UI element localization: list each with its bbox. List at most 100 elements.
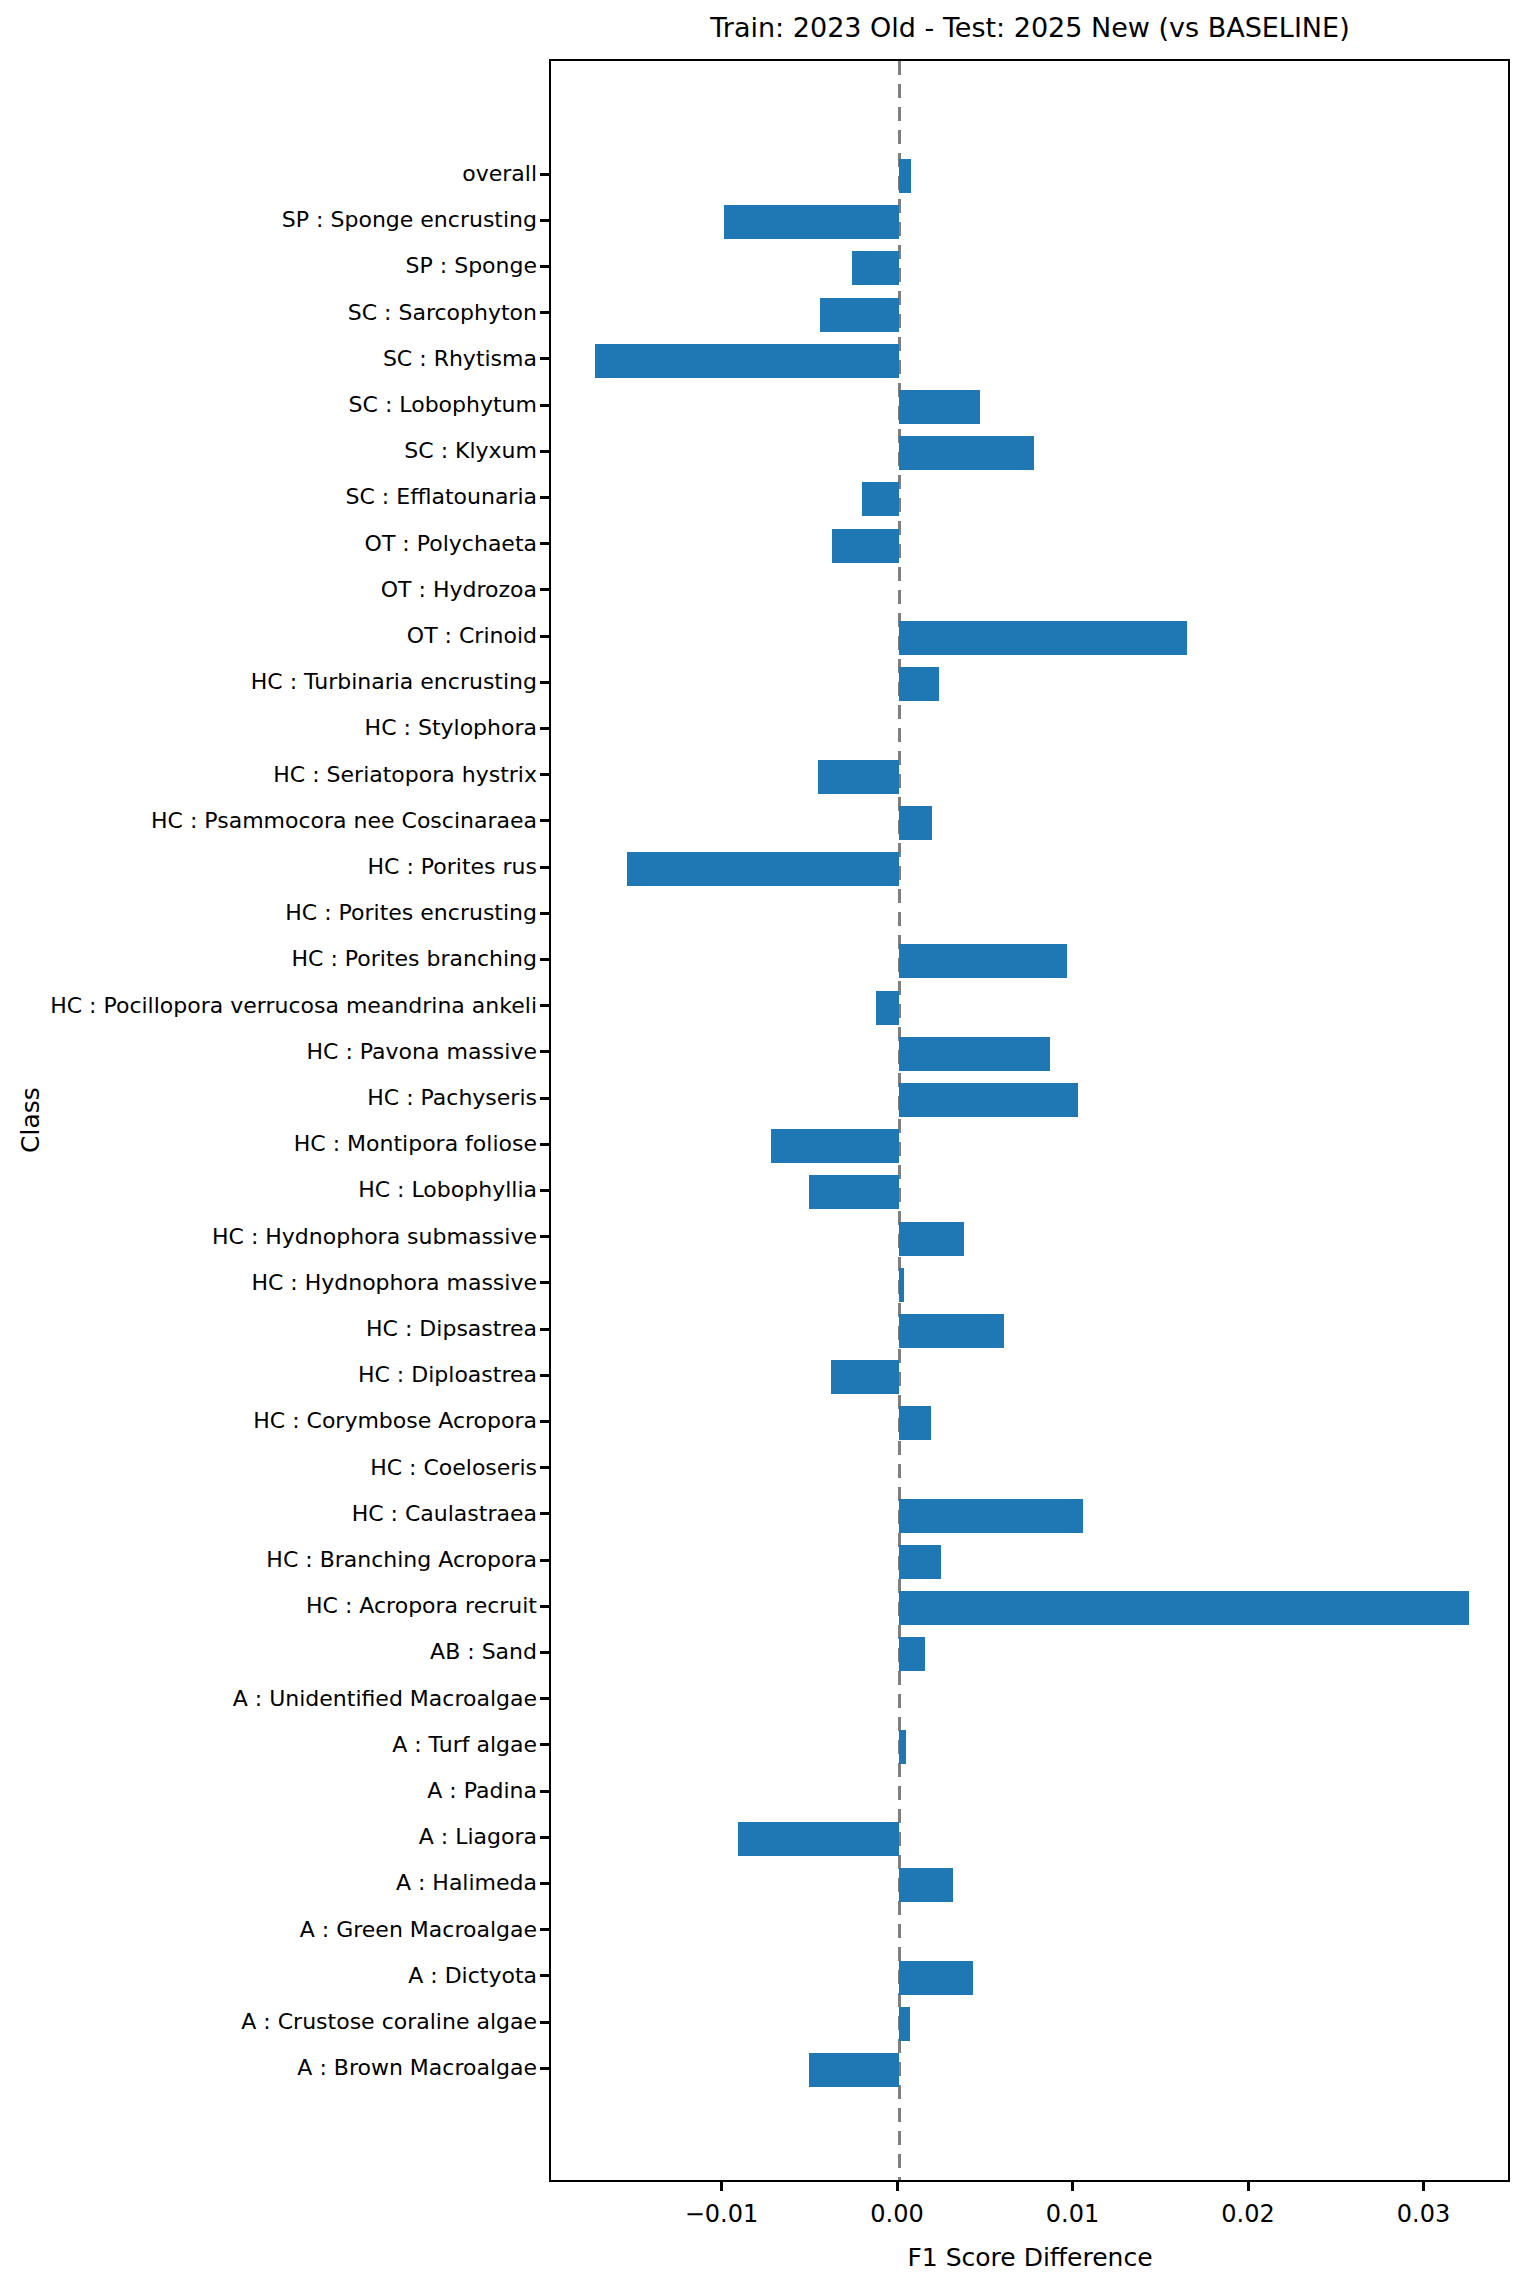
y-tick-label: HC : Pachyseris — [0, 1085, 537, 1111]
y-tick-mark — [540, 450, 549, 453]
y-tick-label: HC : Corymbose Acropora — [0, 1408, 537, 1434]
x-tick-label: 0.03 — [1397, 2200, 1450, 2228]
bar — [899, 1314, 1004, 1348]
y-tick-label: SC : Lobophytum — [0, 392, 537, 418]
y-tick-label: A : Liagora — [0, 1824, 537, 1850]
y-tick-mark — [540, 1097, 549, 1100]
bar — [899, 1868, 953, 1902]
y-tick-label: A : Unidentified Macroalgae — [0, 1686, 537, 1712]
y-tick-label: A : Halimeda — [0, 1870, 537, 1896]
zero-baseline-dashed-line — [898, 61, 901, 2180]
y-tick-mark — [540, 1790, 549, 1793]
y-tick-mark — [540, 1281, 549, 1284]
y-tick-mark — [540, 1697, 549, 1700]
x-axis-label: F1 Score Difference — [907, 2243, 1152, 2272]
y-tick-mark — [540, 1651, 549, 1654]
bar — [820, 298, 899, 332]
y-tick-mark — [540, 1836, 549, 1839]
y-tick-label: A : Brown Macroalgae — [0, 2055, 537, 2081]
y-tick-mark — [540, 173, 549, 176]
bar — [899, 1406, 931, 1440]
bar — [831, 1360, 899, 1394]
bar — [899, 390, 980, 424]
y-tick-mark — [540, 1374, 549, 1377]
x-tick-mark — [720, 2182, 723, 2191]
y-tick-mark — [540, 404, 549, 407]
y-tick-label: SC : Sarcophyton — [0, 300, 537, 326]
y-tick-mark — [540, 357, 549, 360]
y-tick-mark — [540, 1004, 549, 1007]
y-tick-mark — [540, 819, 549, 822]
y-tick-label: HC : Turbinaria encrusting — [0, 669, 537, 695]
y-tick-mark — [540, 1559, 549, 1562]
bar — [899, 806, 932, 840]
y-tick-label: HC : Porites rus — [0, 854, 537, 880]
y-tick-label: SC : Klyxum — [0, 438, 537, 464]
bar — [724, 205, 900, 239]
y-tick-mark — [540, 1928, 549, 1931]
y-tick-mark — [540, 681, 549, 684]
y-tick-mark — [540, 1605, 549, 1608]
y-tick-label: HC : Pocillopora verrucosa meandrina ank… — [0, 993, 537, 1019]
y-tick-mark — [540, 1420, 549, 1423]
x-tick-mark — [1247, 2182, 1250, 2191]
y-tick-mark — [540, 1143, 549, 1146]
bar — [899, 1591, 1469, 1625]
bar — [862, 482, 899, 516]
y-tick-mark — [540, 773, 549, 776]
y-tick-mark — [540, 866, 549, 869]
bar — [899, 1268, 904, 1302]
y-tick-mark — [540, 1882, 549, 1885]
chart-title: Train: 2023 Old - Test: 2025 New (vs BAS… — [710, 12, 1349, 43]
y-tick-label: HC : Coeloseris — [0, 1455, 537, 1481]
y-tick-label: HC : Seriatopora hystrix — [0, 762, 537, 788]
bar — [771, 1129, 899, 1163]
y-tick-label: A : Padina — [0, 1778, 537, 1804]
y-tick-label: HC : Stylophora — [0, 715, 537, 741]
bar — [809, 1175, 899, 1209]
bar — [899, 944, 1067, 978]
bar — [738, 1822, 899, 1856]
bar — [899, 667, 939, 701]
bar — [809, 2053, 899, 2087]
y-tick-label: OT : Polychaeta — [0, 531, 537, 557]
y-tick-label: HC : Porites encrusting — [0, 900, 537, 926]
x-tick-mark — [1422, 2182, 1425, 2191]
y-tick-label: HC : Branching Acropora — [0, 1547, 537, 1573]
y-tick-mark — [540, 219, 549, 222]
y-tick-mark — [540, 311, 549, 314]
y-tick-label: HC : Hydnophora submassive — [0, 1224, 537, 1250]
y-tick-label: HC : Acropora recruit — [0, 1593, 537, 1619]
bar — [899, 159, 911, 193]
bar — [899, 1222, 964, 1256]
y-tick-label: HC : Pavona massive — [0, 1039, 537, 1065]
bar — [899, 1730, 906, 1764]
x-tick-mark — [1071, 2182, 1074, 2191]
bar — [832, 529, 899, 563]
x-tick-label: 0.02 — [1221, 2200, 1274, 2228]
y-tick-label: A : Crustose coraline algae — [0, 2009, 537, 2035]
y-tick-label: HC : Porites branching — [0, 946, 537, 972]
x-tick-label: 0.01 — [1046, 2200, 1099, 2228]
bar — [852, 251, 899, 285]
y-tick-mark — [540, 727, 549, 730]
y-tick-mark — [540, 542, 549, 545]
y-tick-mark — [540, 635, 549, 638]
plot-area — [549, 59, 1510, 2182]
y-tick-mark — [540, 2021, 549, 2024]
y-tick-label: HC : Lobophyllia — [0, 1177, 537, 1203]
figure: Train: 2023 Old - Test: 2025 New (vs BAS… — [0, 0, 1515, 2284]
y-tick-mark — [540, 1743, 549, 1746]
y-tick-label: SC : Efflatounaria — [0, 484, 537, 510]
y-tick-label: A : Dictyota — [0, 1963, 537, 1989]
y-tick-label: OT : Crinoid — [0, 623, 537, 649]
y-tick-mark — [540, 1328, 549, 1331]
bar — [595, 344, 899, 378]
bar — [899, 1637, 925, 1671]
y-tick-label: HC : Caulastraea — [0, 1501, 537, 1527]
y-tick-mark — [540, 912, 549, 915]
y-tick-label: A : Turf algae — [0, 1732, 537, 1758]
y-tick-mark — [540, 1050, 549, 1053]
y-tick-mark — [540, 1235, 549, 1238]
y-tick-mark — [540, 496, 549, 499]
